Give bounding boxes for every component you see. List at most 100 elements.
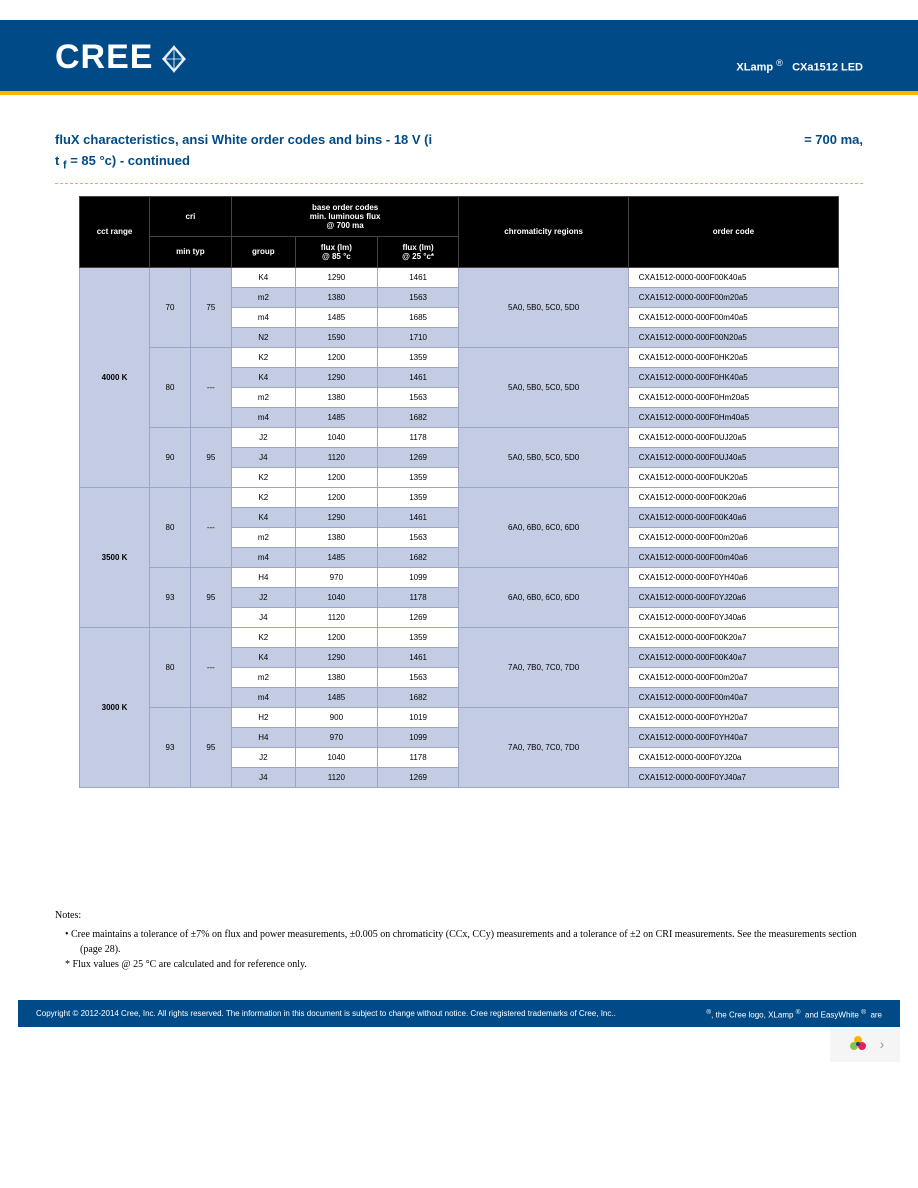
flower-icon: [846, 1032, 870, 1056]
flux-cell: 1120: [295, 447, 377, 467]
group-cell: m4: [231, 687, 295, 707]
flux-cell: 1380: [295, 387, 377, 407]
flux-cell: 1485: [295, 407, 377, 427]
group-cell: m4: [231, 547, 295, 567]
flux-cell: 1200: [295, 627, 377, 647]
note-2: * Flux values @ 25 °C are calculated and…: [55, 957, 863, 972]
flux-cell: 1200: [295, 347, 377, 367]
group-cell: H2: [231, 707, 295, 727]
header: CREE XLamp ® CXa1512 LED: [0, 0, 918, 95]
order-code-cell: CXA1512-0000-000F0Hm40a5: [628, 407, 838, 427]
chrom-cell: 7A0, 7B0, 7C0, 7D0: [459, 707, 628, 787]
group-cell: K4: [231, 647, 295, 667]
flux-cell: 1710: [377, 327, 459, 347]
cri-typ-cell: 75: [190, 267, 231, 347]
order-code-cell: CXA1512-0000-000F0YH20a7: [628, 707, 838, 727]
flux-cell: 1359: [377, 627, 459, 647]
chrom-cell: 5A0, 5B0, 5C0, 5D0: [459, 347, 628, 427]
th-base: base order codes min. luminous flux @ 70…: [231, 196, 459, 236]
order-code-cell: CXA1512-0000-000F00m40a7: [628, 687, 838, 707]
group-cell: J2: [231, 587, 295, 607]
flux-cell: 1290: [295, 267, 377, 287]
group-cell: K2: [231, 347, 295, 367]
flux-cell: 1040: [295, 587, 377, 607]
order-code-cell: CXA1512-0000-000F00m20a7: [628, 667, 838, 687]
flux-cell: 1178: [377, 747, 459, 767]
copyright: Copyright © 2012-2014 Cree, Inc. All rig…: [36, 1009, 616, 1018]
table-row: 9095J2104011785A0, 5B0, 5C0, 5D0CXA1512-…: [80, 427, 839, 447]
th-flux85: flux (lm) @ 85 °c: [295, 236, 377, 267]
title-line1: fluX characteristics, ansi White order c…: [55, 132, 432, 147]
table-row: 3500 K80---K2120013596A0, 6B0, 6C0, 6D0C…: [80, 487, 839, 507]
cri-min-cell: 80: [150, 487, 191, 567]
flux-cell: 1120: [295, 767, 377, 787]
flux-cell: 1563: [377, 667, 459, 687]
chevron-right-icon: ›: [880, 1035, 885, 1055]
group-cell: m4: [231, 407, 295, 427]
group-cell: K2: [231, 467, 295, 487]
group-cell: N2: [231, 327, 295, 347]
order-code-cell: CXA1512-0000-000F0YJ40a6: [628, 607, 838, 627]
flux-cell: 1269: [377, 447, 459, 467]
order-code-cell: CXA1512-0000-000F0YJ40a7: [628, 767, 838, 787]
cri-min-cell: 93: [150, 707, 191, 787]
cri-min-cell: 80: [150, 627, 191, 707]
order-code-cell: CXA1512-0000-000F0Hm20a5: [628, 387, 838, 407]
flux-cell: 1019: [377, 707, 459, 727]
group-cell: H4: [231, 567, 295, 587]
order-code-cell: CXA1512-0000-000F0YJ20a6: [628, 587, 838, 607]
flux-cell: 1290: [295, 367, 377, 387]
th-cct: cct range: [80, 196, 150, 267]
order-code-cell: CXA1512-0000-000F00m20a5: [628, 287, 838, 307]
note-1: • Cree maintains a tolerance of ±7% on f…: [55, 927, 863, 957]
diamond-icon: [157, 42, 191, 76]
flux-cell: 1120: [295, 607, 377, 627]
corner-widget[interactable]: ›: [830, 1027, 900, 1062]
group-cell: J4: [231, 447, 295, 467]
order-code-cell: CXA1512-0000-000F00N20a5: [628, 327, 838, 347]
flux-cell: 900: [295, 707, 377, 727]
order-code-cell: CXA1512-0000-000F00m40a6: [628, 547, 838, 567]
flux-cell: 970: [295, 727, 377, 747]
table-row: 9395H290010197A0, 7B0, 7C0, 7D0CXA1512-0…: [80, 707, 839, 727]
title-sub: f: [63, 159, 67, 171]
group-cell: m4: [231, 307, 295, 327]
page-title: fluX characteristics, ansi White order c…: [55, 130, 863, 175]
cri-typ-cell: 95: [190, 707, 231, 787]
order-code-cell: CXA1512-0000-000F0YJ20a: [628, 747, 838, 767]
product-label: XLamp ® CXa1512 LED: [736, 58, 863, 74]
group-cell: K4: [231, 267, 295, 287]
group-cell: J4: [231, 767, 295, 787]
flux-cell: 1461: [377, 647, 459, 667]
th-cri: cri: [150, 196, 232, 236]
cct-cell: 3500 K: [80, 487, 150, 627]
cri-typ-cell: ---: [190, 487, 231, 567]
group-cell: m2: [231, 287, 295, 307]
title-line2: t: [55, 153, 59, 168]
group-cell: K2: [231, 487, 295, 507]
cri-min-cell: 93: [150, 567, 191, 627]
notes-section: Notes: • Cree maintains a tolerance of ±…: [55, 908, 863, 972]
flux-cell: 1590: [295, 327, 377, 347]
chrom-cell: 5A0, 5B0, 5C0, 5D0: [459, 427, 628, 487]
cri-typ-cell: ---: [190, 347, 231, 427]
group-cell: K4: [231, 367, 295, 387]
brand-text: CREE: [55, 38, 153, 76]
chrom-cell: 6A0, 6B0, 6C0, 6D0: [459, 487, 628, 567]
group-cell: J2: [231, 427, 295, 447]
flux-cell: 1359: [377, 467, 459, 487]
chrom-cell: 6A0, 6B0, 6C0, 6D0: [459, 567, 628, 627]
th-order: order code: [628, 196, 838, 267]
footer-right: ®, the Cree logo, XLamp ® and EasyWhite …: [706, 1008, 882, 1021]
flux-cell: 1290: [295, 647, 377, 667]
cri-typ-cell: 95: [190, 567, 231, 627]
brand-logo: CREE: [55, 38, 191, 77]
order-code-cell: CXA1512-0000-000F0UJ20a5: [628, 427, 838, 447]
footer: Copyright © 2012-2014 Cree, Inc. All rig…: [18, 1000, 900, 1027]
flux-cell: 1200: [295, 487, 377, 507]
flux-cell: 1359: [377, 347, 459, 367]
flux-cell: 1682: [377, 547, 459, 567]
flux-cell: 1461: [377, 267, 459, 287]
group-cell: m2: [231, 527, 295, 547]
order-code-cell: CXA1512-0000-000F0YH40a6: [628, 567, 838, 587]
